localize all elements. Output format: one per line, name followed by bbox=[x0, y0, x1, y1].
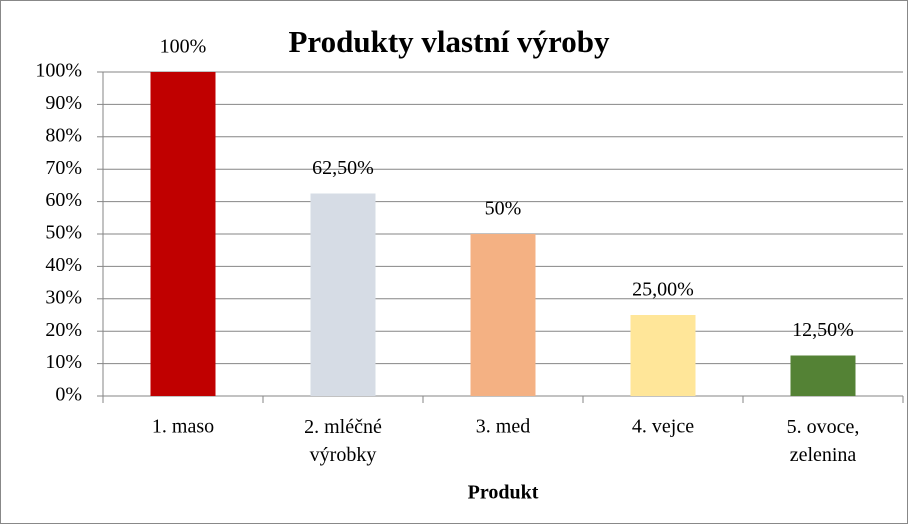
y-tick-label: 60% bbox=[45, 189, 82, 211]
bar bbox=[790, 355, 856, 396]
bar bbox=[470, 234, 536, 396]
y-tick-label: 80% bbox=[45, 124, 82, 146]
data-label: 62,50% bbox=[312, 157, 374, 179]
bar bbox=[150, 72, 216, 396]
data-label: 25,00% bbox=[632, 279, 694, 301]
y-tick-label: 100% bbox=[35, 60, 82, 82]
x-tick-label: 4. vejce bbox=[632, 416, 694, 438]
y-tick-label: 0% bbox=[55, 384, 82, 406]
x-tick-label: 1. maso bbox=[152, 416, 214, 438]
y-tick-label: 30% bbox=[45, 286, 82, 308]
chart-title: Produkty vlastní výroby bbox=[289, 24, 610, 59]
x-tick-label: 2. mléčné výrobky bbox=[304, 416, 382, 466]
y-tick-label: 10% bbox=[45, 351, 82, 373]
y-tick-label: 20% bbox=[45, 319, 82, 341]
x-tick-label: 3. med bbox=[476, 416, 530, 438]
bar bbox=[630, 315, 696, 396]
y-tick-label: 40% bbox=[45, 254, 82, 276]
y-tick-label: 70% bbox=[45, 157, 82, 179]
bar bbox=[310, 193, 376, 396]
x-axis-title: Produkt bbox=[468, 482, 539, 504]
x-tick-label: 5. ovoce, zelenina bbox=[787, 416, 860, 466]
y-tick-label: 50% bbox=[45, 222, 82, 244]
y-tick-label: 90% bbox=[45, 92, 82, 114]
data-label: 12,50% bbox=[792, 319, 854, 341]
data-label: 100% bbox=[160, 36, 207, 58]
data-label: 50% bbox=[485, 198, 522, 220]
